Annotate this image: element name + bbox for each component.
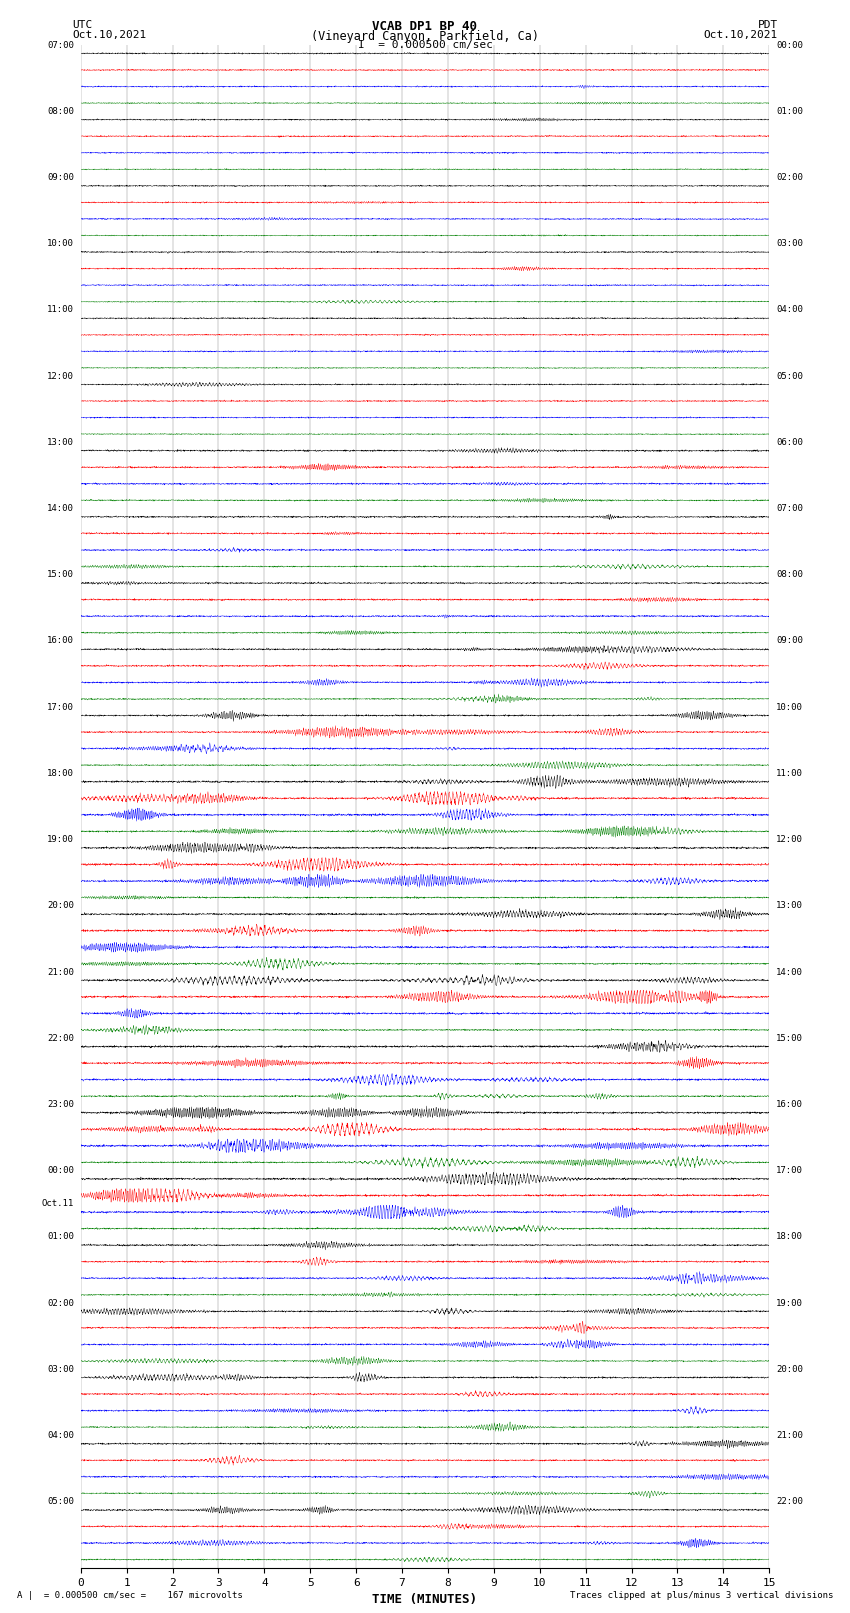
Text: 18:00: 18:00	[47, 769, 74, 777]
Text: 17:00: 17:00	[776, 1166, 803, 1176]
Text: 16:00: 16:00	[776, 1100, 803, 1108]
Text: 02:00: 02:00	[776, 173, 803, 182]
Text: 08:00: 08:00	[47, 106, 74, 116]
Text: 07:00: 07:00	[47, 40, 74, 50]
Text: 10:00: 10:00	[47, 239, 74, 248]
Text: 00:00: 00:00	[47, 1166, 74, 1176]
Text: 15:00: 15:00	[776, 1034, 803, 1042]
Text: 04:00: 04:00	[47, 1431, 74, 1440]
Text: 05:00: 05:00	[776, 371, 803, 381]
Text: 11:00: 11:00	[776, 769, 803, 777]
Text: Oct.11: Oct.11	[42, 1198, 74, 1208]
Text: 03:00: 03:00	[47, 1365, 74, 1374]
Text: (Vineyard Canyon, Parkfield, Ca): (Vineyard Canyon, Parkfield, Ca)	[311, 31, 539, 44]
Text: 21:00: 21:00	[776, 1431, 803, 1440]
Text: 07:00: 07:00	[776, 505, 803, 513]
Text: 03:00: 03:00	[776, 239, 803, 248]
Text: 14:00: 14:00	[776, 968, 803, 976]
Text: Oct.10,2021: Oct.10,2021	[72, 31, 146, 40]
Text: 23:00: 23:00	[47, 1100, 74, 1108]
Text: 22:00: 22:00	[776, 1497, 803, 1507]
Text: PDT: PDT	[757, 19, 778, 31]
X-axis label: TIME (MINUTES): TIME (MINUTES)	[372, 1594, 478, 1607]
Text: 12:00: 12:00	[47, 371, 74, 381]
Text: 01:00: 01:00	[47, 1232, 74, 1242]
Text: VCAB DP1 BP 40: VCAB DP1 BP 40	[372, 19, 478, 34]
Text: 18:00: 18:00	[776, 1232, 803, 1242]
Text: 22:00: 22:00	[47, 1034, 74, 1042]
Text: 19:00: 19:00	[776, 1298, 803, 1308]
Text: UTC: UTC	[72, 19, 93, 31]
Text: 11:00: 11:00	[47, 305, 74, 315]
Text: 04:00: 04:00	[776, 305, 803, 315]
Text: 20:00: 20:00	[776, 1365, 803, 1374]
Text: 19:00: 19:00	[47, 836, 74, 844]
Text: 08:00: 08:00	[776, 571, 803, 579]
Text: Oct.10,2021: Oct.10,2021	[704, 31, 778, 40]
Text: A |  = 0.000500 cm/sec =    167 microvolts: A | = 0.000500 cm/sec = 167 microvolts	[17, 1590, 243, 1600]
Text: 21:00: 21:00	[47, 968, 74, 976]
Text: 09:00: 09:00	[776, 637, 803, 645]
Text: 02:00: 02:00	[47, 1298, 74, 1308]
Text: 17:00: 17:00	[47, 703, 74, 711]
Text: 05:00: 05:00	[47, 1497, 74, 1507]
Text: 00:00: 00:00	[776, 40, 803, 50]
Text: I  = 0.000500 cm/sec: I = 0.000500 cm/sec	[358, 39, 492, 50]
Text: 10:00: 10:00	[776, 703, 803, 711]
Text: 16:00: 16:00	[47, 637, 74, 645]
Text: Traces clipped at plus/minus 3 vertical divisions: Traces clipped at plus/minus 3 vertical …	[570, 1590, 833, 1600]
Text: 01:00: 01:00	[776, 106, 803, 116]
Text: 20:00: 20:00	[47, 902, 74, 910]
Text: 09:00: 09:00	[47, 173, 74, 182]
Text: 14:00: 14:00	[47, 505, 74, 513]
Text: 06:00: 06:00	[776, 437, 803, 447]
Text: 12:00: 12:00	[776, 836, 803, 844]
Text: 13:00: 13:00	[47, 437, 74, 447]
Text: 15:00: 15:00	[47, 571, 74, 579]
Text: 13:00: 13:00	[776, 902, 803, 910]
